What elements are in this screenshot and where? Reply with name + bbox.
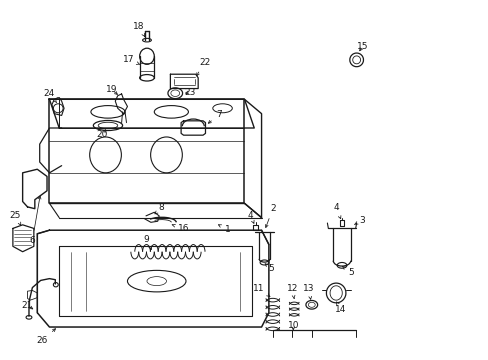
Text: 4: 4 [247, 211, 254, 223]
Text: 4: 4 [333, 203, 340, 219]
Text: 17: 17 [123, 55, 140, 64]
Text: 16: 16 [172, 224, 189, 233]
Text: 23: 23 [184, 87, 195, 96]
Text: 18: 18 [133, 22, 144, 36]
Text: 5: 5 [264, 264, 274, 274]
Text: 19: 19 [106, 85, 118, 94]
Text: 11: 11 [253, 284, 269, 297]
Ellipse shape [140, 48, 154, 64]
Text: 1: 1 [218, 225, 230, 234]
Text: 20: 20 [96, 130, 107, 139]
Text: 13: 13 [303, 284, 314, 299]
Text: 9: 9 [143, 235, 151, 249]
Text: 10: 10 [287, 321, 298, 330]
Text: 6: 6 [29, 196, 41, 245]
Text: 12: 12 [286, 284, 297, 298]
Text: 3: 3 [354, 216, 365, 225]
Text: 15: 15 [356, 42, 367, 51]
Text: 25: 25 [10, 211, 21, 225]
Text: 24: 24 [44, 89, 57, 103]
Text: 7: 7 [208, 110, 222, 123]
Text: 21: 21 [22, 301, 33, 310]
Text: 2: 2 [265, 204, 275, 228]
Text: 26: 26 [37, 329, 56, 345]
Text: 14: 14 [335, 302, 346, 314]
Text: 8: 8 [155, 203, 164, 214]
Text: 22: 22 [196, 58, 210, 76]
Text: 5: 5 [342, 266, 353, 277]
